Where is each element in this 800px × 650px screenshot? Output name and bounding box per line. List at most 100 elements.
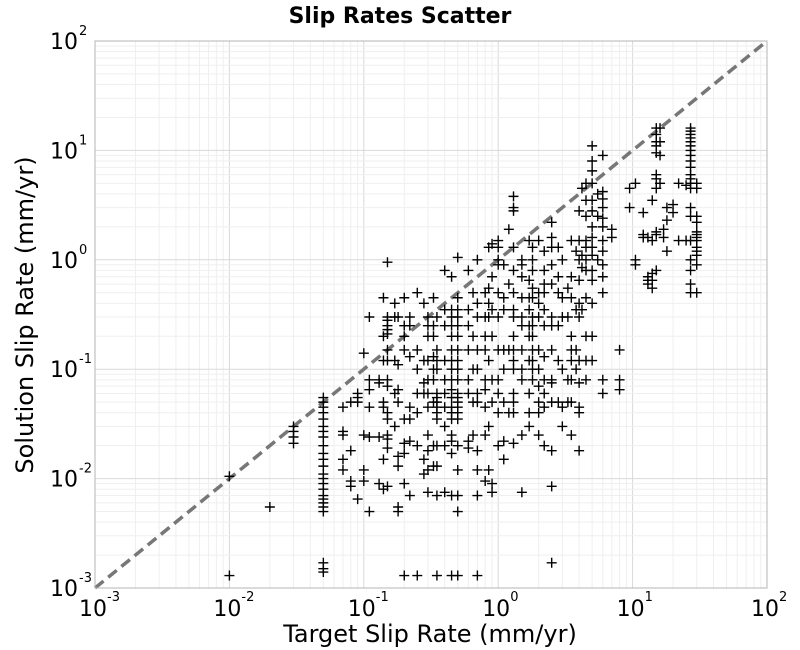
data-point [539, 388, 550, 399]
data-point [597, 221, 608, 232]
data-point [597, 259, 608, 270]
data-point [508, 312, 519, 323]
data-point [516, 487, 527, 498]
data-point [527, 254, 538, 265]
data-point [562, 312, 573, 323]
data-point [685, 254, 696, 265]
svg-text:10: 10 [617, 597, 645, 622]
x-axis-ticks: 10 -3 10 -2 10 -1 10 0 10 1 10 2 [79, 590, 787, 622]
data-point [264, 502, 275, 513]
data-point [614, 374, 625, 385]
data-point [647, 283, 658, 294]
data-point [597, 235, 608, 246]
data-point [382, 443, 393, 454]
svg-text:10: 10 [50, 30, 78, 55]
svg-text:-1: -1 [376, 590, 389, 605]
data-point [571, 246, 582, 257]
data-point [337, 464, 348, 475]
data-point [493, 407, 504, 418]
data-point [508, 265, 519, 276]
svg-text:-3: -3 [79, 571, 92, 586]
data-point [597, 150, 608, 161]
data-point [498, 292, 509, 303]
data-point [508, 397, 519, 408]
data-point [378, 292, 389, 303]
data-point [393, 312, 404, 323]
data-point [533, 407, 544, 418]
data-point [691, 250, 702, 261]
data-point [546, 481, 557, 492]
data-point [452, 414, 463, 425]
data-point [566, 374, 577, 385]
data-point [508, 344, 519, 355]
data-point [498, 436, 509, 447]
data-point [533, 312, 544, 323]
data-point [493, 312, 504, 323]
data-point [393, 384, 404, 395]
data-point [498, 397, 509, 408]
data-point [614, 344, 625, 355]
data-point [404, 320, 415, 331]
data-point [352, 397, 363, 408]
data-point [452, 374, 463, 385]
data-point [539, 351, 550, 362]
data-point [587, 298, 598, 309]
data-point [630, 259, 641, 270]
data-point [382, 414, 393, 425]
data-point [498, 364, 509, 375]
data-point [539, 440, 550, 451]
data-point [587, 156, 598, 167]
data-point [431, 364, 442, 375]
data-point [516, 259, 527, 270]
data-point [487, 331, 498, 342]
data-point [224, 570, 235, 581]
data-point [691, 183, 702, 194]
data-point [428, 374, 439, 385]
data-point [483, 298, 494, 309]
data-point [431, 490, 442, 501]
svg-text:10: 10 [50, 139, 78, 164]
data-point [624, 202, 635, 213]
data-point [503, 279, 514, 290]
data-point [562, 283, 573, 294]
data-point [516, 312, 527, 323]
svg-text:10: 10 [50, 577, 78, 602]
data-point [224, 471, 235, 482]
plot-frame [94, 40, 768, 589]
svg-text:1: 1 [79, 133, 87, 148]
data-point [439, 265, 450, 276]
data-point [358, 430, 369, 441]
data-point [533, 344, 544, 355]
data-point [580, 254, 591, 265]
data-point [592, 188, 603, 199]
data-point [553, 355, 564, 366]
data-point [493, 242, 504, 253]
data-point [557, 292, 568, 303]
data-point [382, 328, 393, 339]
data-point [463, 344, 474, 355]
data-point [655, 150, 666, 161]
data-point [508, 438, 519, 449]
data-point [480, 476, 491, 487]
data-point [393, 451, 404, 462]
data-point [463, 374, 474, 385]
data-point [452, 464, 463, 475]
data-point [452, 506, 463, 517]
svg-text:-3: -3 [107, 590, 120, 605]
data-point [587, 265, 598, 276]
data-point [597, 388, 608, 399]
data-point [597, 246, 608, 257]
data-point [399, 331, 410, 342]
data-point [483, 421, 494, 432]
data-point [597, 374, 608, 385]
data-point [685, 265, 696, 276]
data-point [404, 436, 415, 447]
data-point [546, 279, 557, 290]
data-point [524, 275, 535, 286]
data-point [508, 242, 519, 253]
data-point [566, 331, 577, 342]
data-point [393, 506, 404, 517]
data-point [539, 402, 550, 413]
data-point [685, 279, 696, 290]
data-point [498, 259, 509, 270]
